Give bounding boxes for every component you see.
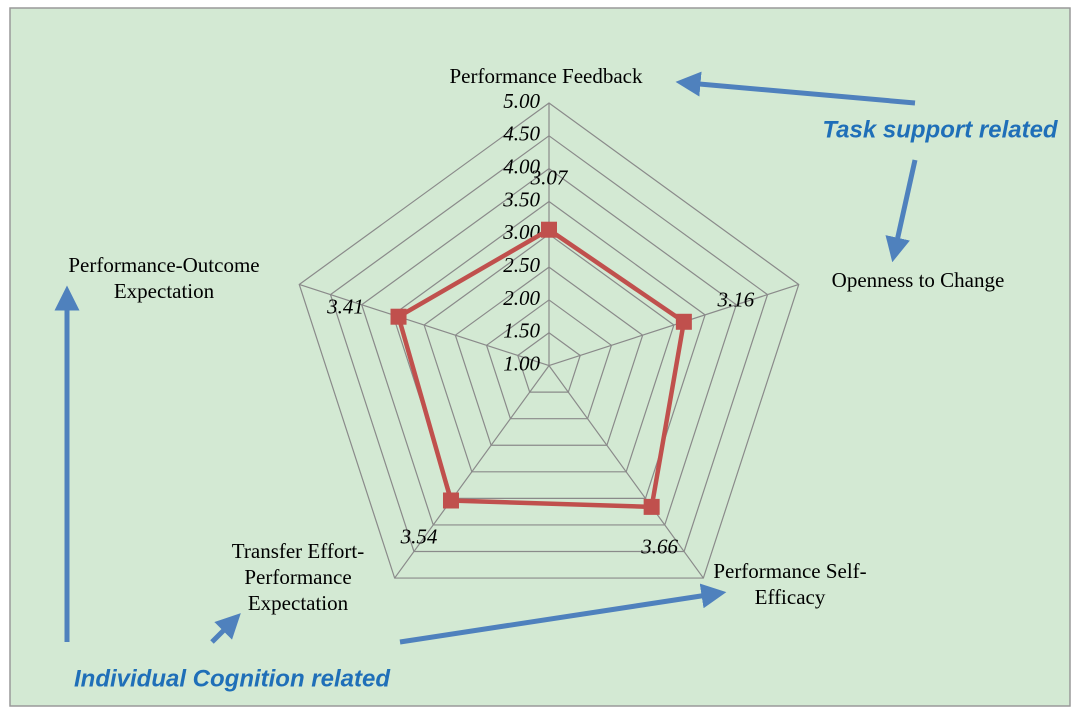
arrow	[885, 159, 918, 263]
marker	[541, 221, 557, 238]
marker	[390, 308, 407, 325]
grid-ring	[360, 167, 738, 526]
spoke	[299, 283, 550, 367]
arrow	[210, 613, 241, 644]
spoke	[548, 365, 704, 579]
grid-ring	[423, 233, 675, 473]
spoke	[394, 365, 550, 579]
y-tick-label: 4.00	[503, 154, 540, 178]
value-label: 3.54	[400, 524, 438, 548]
marker	[643, 498, 660, 515]
grid-ring	[329, 135, 769, 553]
spoke	[548, 283, 799, 367]
category-label: Transfer Effort-	[232, 539, 364, 563]
y-tick-label: 3.50	[502, 187, 540, 211]
arrow	[399, 583, 727, 645]
category-label: Expectation	[114, 279, 215, 303]
y-tick-label: 1.50	[503, 319, 540, 343]
value-label: 3.16	[716, 288, 754, 312]
category-label: Openness to Change	[832, 268, 1005, 292]
annotation: Task support related	[822, 116, 1059, 143]
y-tick-label: 1.00	[503, 351, 540, 375]
plot-background	[9, 7, 1071, 707]
value-label: 3.41	[326, 295, 364, 319]
grid-ring	[392, 200, 706, 499]
arrow	[675, 71, 916, 106]
category-label: Efficacy	[755, 585, 826, 609]
grid-ring	[298, 102, 800, 579]
category-label: Performance Self-	[713, 559, 866, 583]
y-tick-label: 4.50	[503, 122, 540, 146]
grid-ring	[485, 299, 613, 420]
y-tick-label: 5.00	[503, 89, 540, 113]
y-tick-label: 2.50	[503, 253, 540, 277]
annotation: Individual Cognition related	[74, 665, 391, 692]
value-label: 3.07	[530, 166, 569, 190]
marker	[675, 313, 692, 330]
category-label: Performance	[244, 565, 351, 589]
grid-ring	[517, 332, 581, 393]
y-tick-label: 2.00	[503, 286, 540, 310]
value-label: 3.66	[640, 535, 678, 559]
marker	[442, 492, 459, 509]
category-label: Expectation	[248, 591, 349, 615]
category-label: Performance Feedback	[450, 64, 643, 88]
arrows	[54, 71, 918, 645]
category-label: Performance-Outcome	[68, 253, 259, 277]
grid-ring	[454, 266, 644, 446]
series-line	[395, 227, 687, 510]
